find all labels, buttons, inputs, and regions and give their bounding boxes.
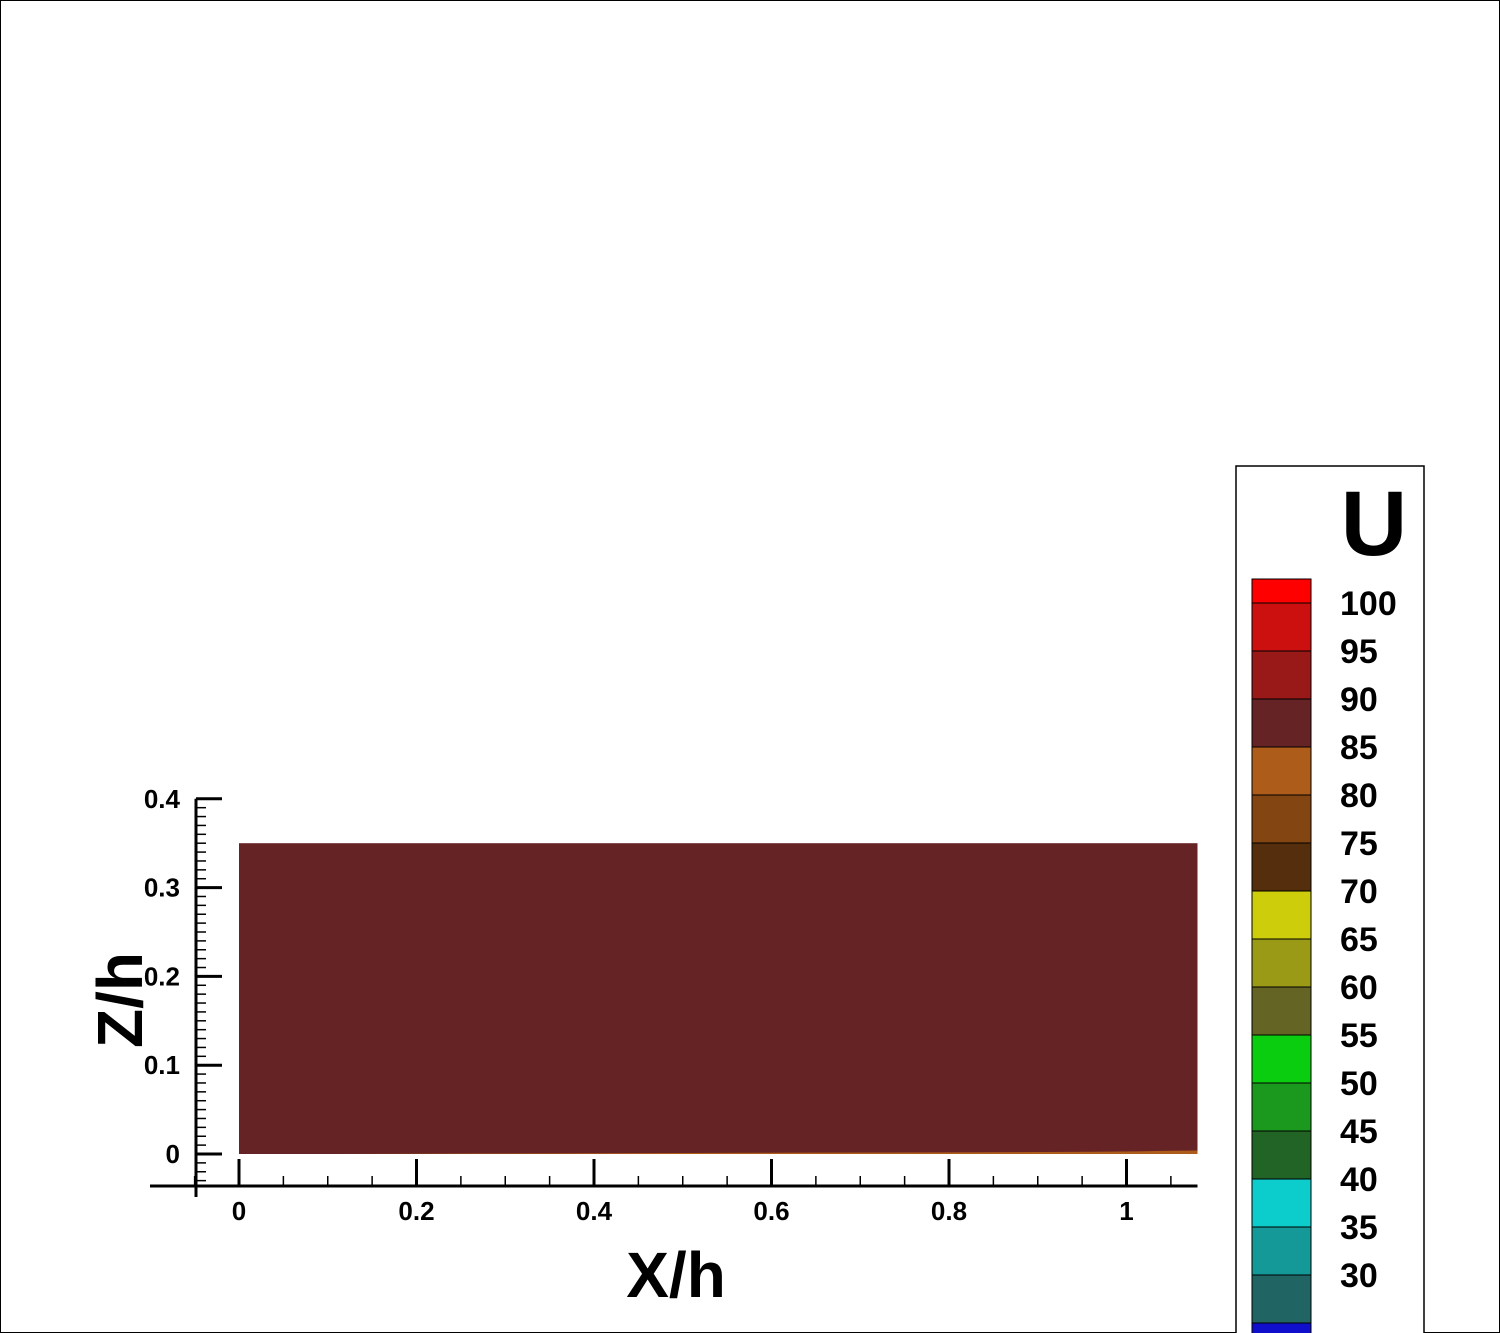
x-tick-label: 0.2 bbox=[398, 1196, 434, 1226]
legend-swatch bbox=[1251, 1130, 1312, 1180]
legend-swatch bbox=[1251, 1322, 1312, 1333]
legend-swatch bbox=[1251, 1034, 1312, 1084]
legend-label: 55 bbox=[1340, 1017, 1378, 1055]
axes: 0 0.2 0.4 0.6 0.8 1 0 0.1 0.2 0.3 0.4 bbox=[144, 784, 1198, 1226]
y-tick-label: 0.4 bbox=[144, 784, 181, 814]
legend-swatch bbox=[1251, 1082, 1312, 1132]
legend-swatch bbox=[1251, 794, 1312, 844]
x-tick-label: 0.6 bbox=[753, 1196, 789, 1226]
x-axis-title: X/h bbox=[626, 1239, 726, 1311]
y-axis-title: Z/h bbox=[84, 952, 156, 1048]
legend-swatch bbox=[1251, 650, 1312, 700]
legend-label: 45 bbox=[1340, 1113, 1378, 1151]
y-tick-label: 0.2 bbox=[144, 961, 180, 991]
legend-label: 100 bbox=[1340, 585, 1397, 623]
legend-swatch bbox=[1251, 842, 1312, 892]
legend-label: 95 bbox=[1340, 633, 1378, 671]
contour-field bbox=[239, 843, 1198, 1154]
legend-swatch bbox=[1251, 602, 1312, 652]
legend-label: 75 bbox=[1340, 825, 1378, 863]
color-legend: U 100 95 90 85 80 75 70 65 60 55 50 45 40 35 30 bbox=[1235, 465, 1425, 1333]
legend-swatch bbox=[1251, 746, 1312, 796]
x-tick-label: 0.4 bbox=[576, 1196, 613, 1226]
near-wall-layer bbox=[327, 1150, 1198, 1154]
legend-swatch bbox=[1251, 698, 1312, 748]
legend-label: 80 bbox=[1340, 777, 1378, 815]
x-tick-label: 0 bbox=[232, 1196, 246, 1226]
legend-label: 60 bbox=[1340, 969, 1378, 1007]
legend-swatch bbox=[1251, 1226, 1312, 1276]
legend-swatch bbox=[1251, 578, 1312, 604]
y-tick-label: 0.1 bbox=[144, 1050, 180, 1080]
y-tick-label: 0.3 bbox=[144, 873, 180, 903]
legend-label: 30 bbox=[1340, 1257, 1378, 1295]
legend-label: 85 bbox=[1340, 729, 1378, 767]
y-tick-label: 0 bbox=[166, 1139, 180, 1169]
legend-label: 70 bbox=[1340, 873, 1378, 911]
legend-swatch bbox=[1251, 938, 1312, 988]
legend-swatch bbox=[1251, 1178, 1312, 1228]
legend-label: 40 bbox=[1340, 1161, 1378, 1199]
legend-swatch bbox=[1251, 1274, 1312, 1324]
legend-label: 90 bbox=[1340, 681, 1378, 719]
legend-label: 35 bbox=[1340, 1209, 1378, 1247]
legend-label: 50 bbox=[1340, 1065, 1378, 1103]
x-tick-label: 1 bbox=[1119, 1196, 1133, 1226]
legend-swatch bbox=[1251, 986, 1312, 1036]
legend-label: 65 bbox=[1340, 921, 1378, 959]
contour-region bbox=[239, 843, 1198, 1154]
legend-title: U bbox=[1341, 473, 1407, 575]
x-tick-label: 0.8 bbox=[931, 1196, 967, 1226]
legend-swatch bbox=[1251, 890, 1312, 940]
